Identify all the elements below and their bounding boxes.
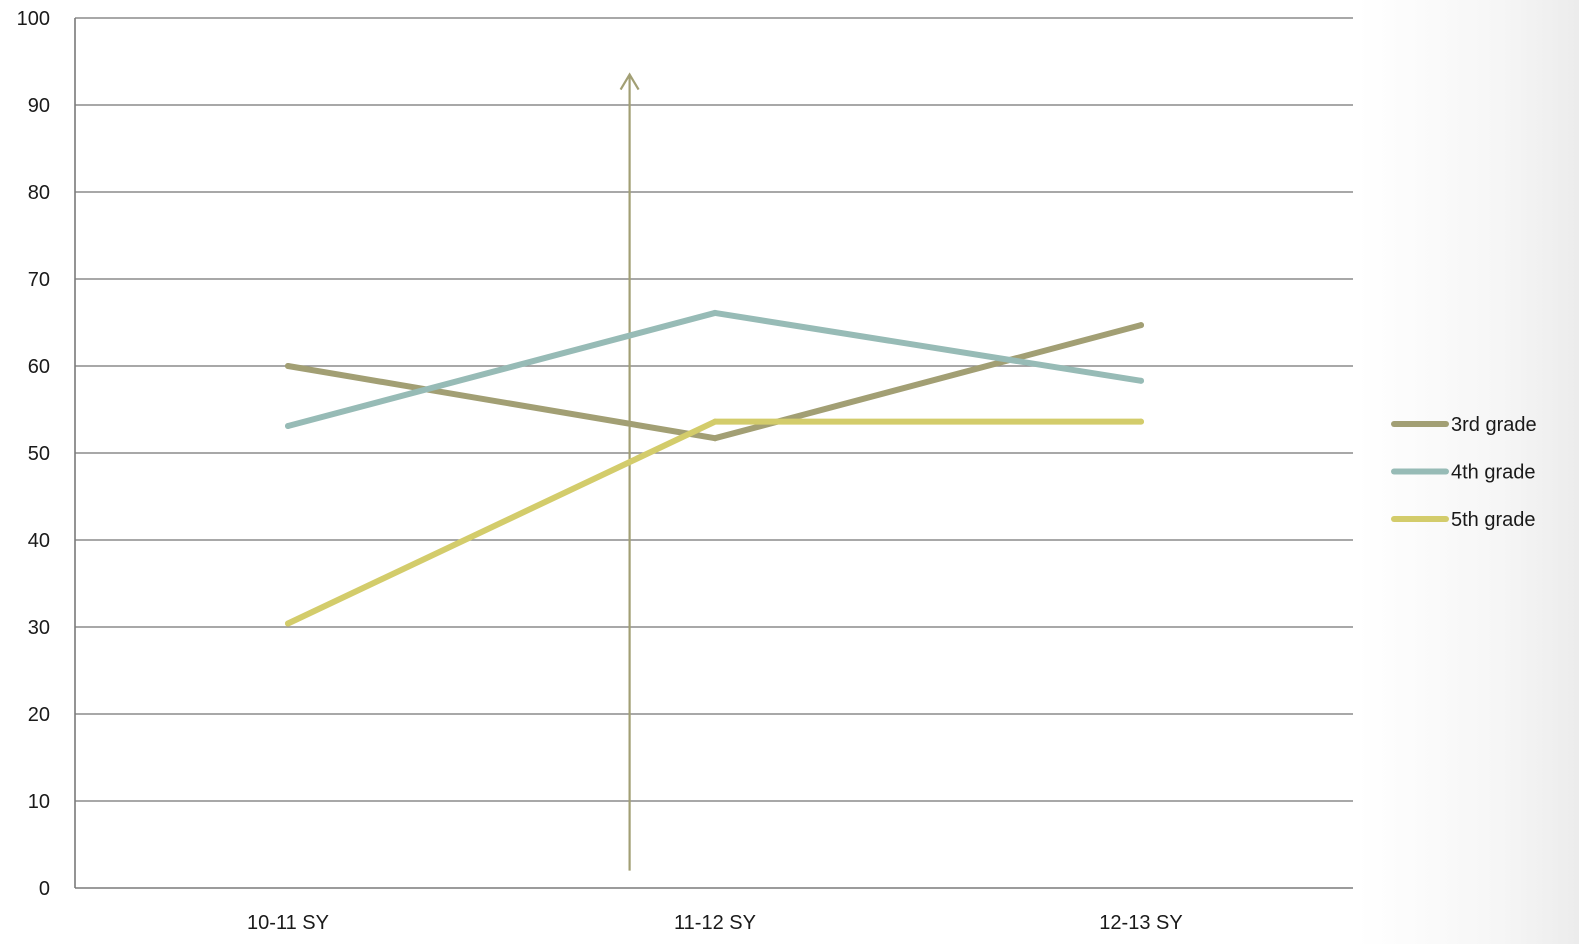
y-tick-label: 90 xyxy=(28,95,50,117)
y-tick-label: 60 xyxy=(28,356,50,378)
annotation xyxy=(619,72,640,871)
y-tick-label: 40 xyxy=(28,530,50,552)
data-point-4th-grade xyxy=(1138,377,1144,384)
x-tick-label: 12-13 SY xyxy=(1099,912,1182,934)
data-point-3rd-grade xyxy=(1138,322,1144,329)
y-tick-label: 20 xyxy=(28,704,50,726)
legend-label: 5th grade xyxy=(1451,509,1536,531)
y-axis-tick-labels: 0 10 20 30 40 50 60 70 80 90 100 xyxy=(17,8,50,900)
legend-label: 4th grade xyxy=(1451,462,1536,484)
y-tick-label: 100 xyxy=(17,8,50,30)
data-point-4th-grade xyxy=(712,309,718,316)
annotation-arrow-head xyxy=(619,72,640,91)
data-point-3rd-grade xyxy=(712,435,718,442)
x-axis-tick-labels: 10-11 SY 11-12 SY 12-13 SY xyxy=(247,912,1183,934)
legend-label: 3rd grade xyxy=(1451,414,1537,436)
data-point-5th-grade xyxy=(285,620,291,627)
legend: 3rd grade 4th grade 5th grade xyxy=(1391,414,1537,531)
data-point-5th-grade xyxy=(1138,418,1144,425)
data-point-5th-grade xyxy=(712,418,718,425)
data-point-4th-grade xyxy=(285,423,291,430)
data-point-3rd-grade xyxy=(285,363,291,369)
series-line-5th-grade xyxy=(285,418,1144,627)
y-tick-label: 30 xyxy=(28,617,50,639)
y-tick-label: 50 xyxy=(28,443,50,465)
series-line-4th-grade xyxy=(285,309,1144,430)
y-tick-label: 10 xyxy=(28,791,50,813)
y-tick-label: 0 xyxy=(39,878,50,900)
x-tick-label: 10-11 SY xyxy=(247,912,329,934)
y-tick-label: 70 xyxy=(28,269,50,291)
x-tick-label: 11-12 SY xyxy=(674,912,756,934)
y-tick-label: 80 xyxy=(28,182,50,204)
series xyxy=(285,309,1144,627)
gridlines xyxy=(74,17,1353,889)
